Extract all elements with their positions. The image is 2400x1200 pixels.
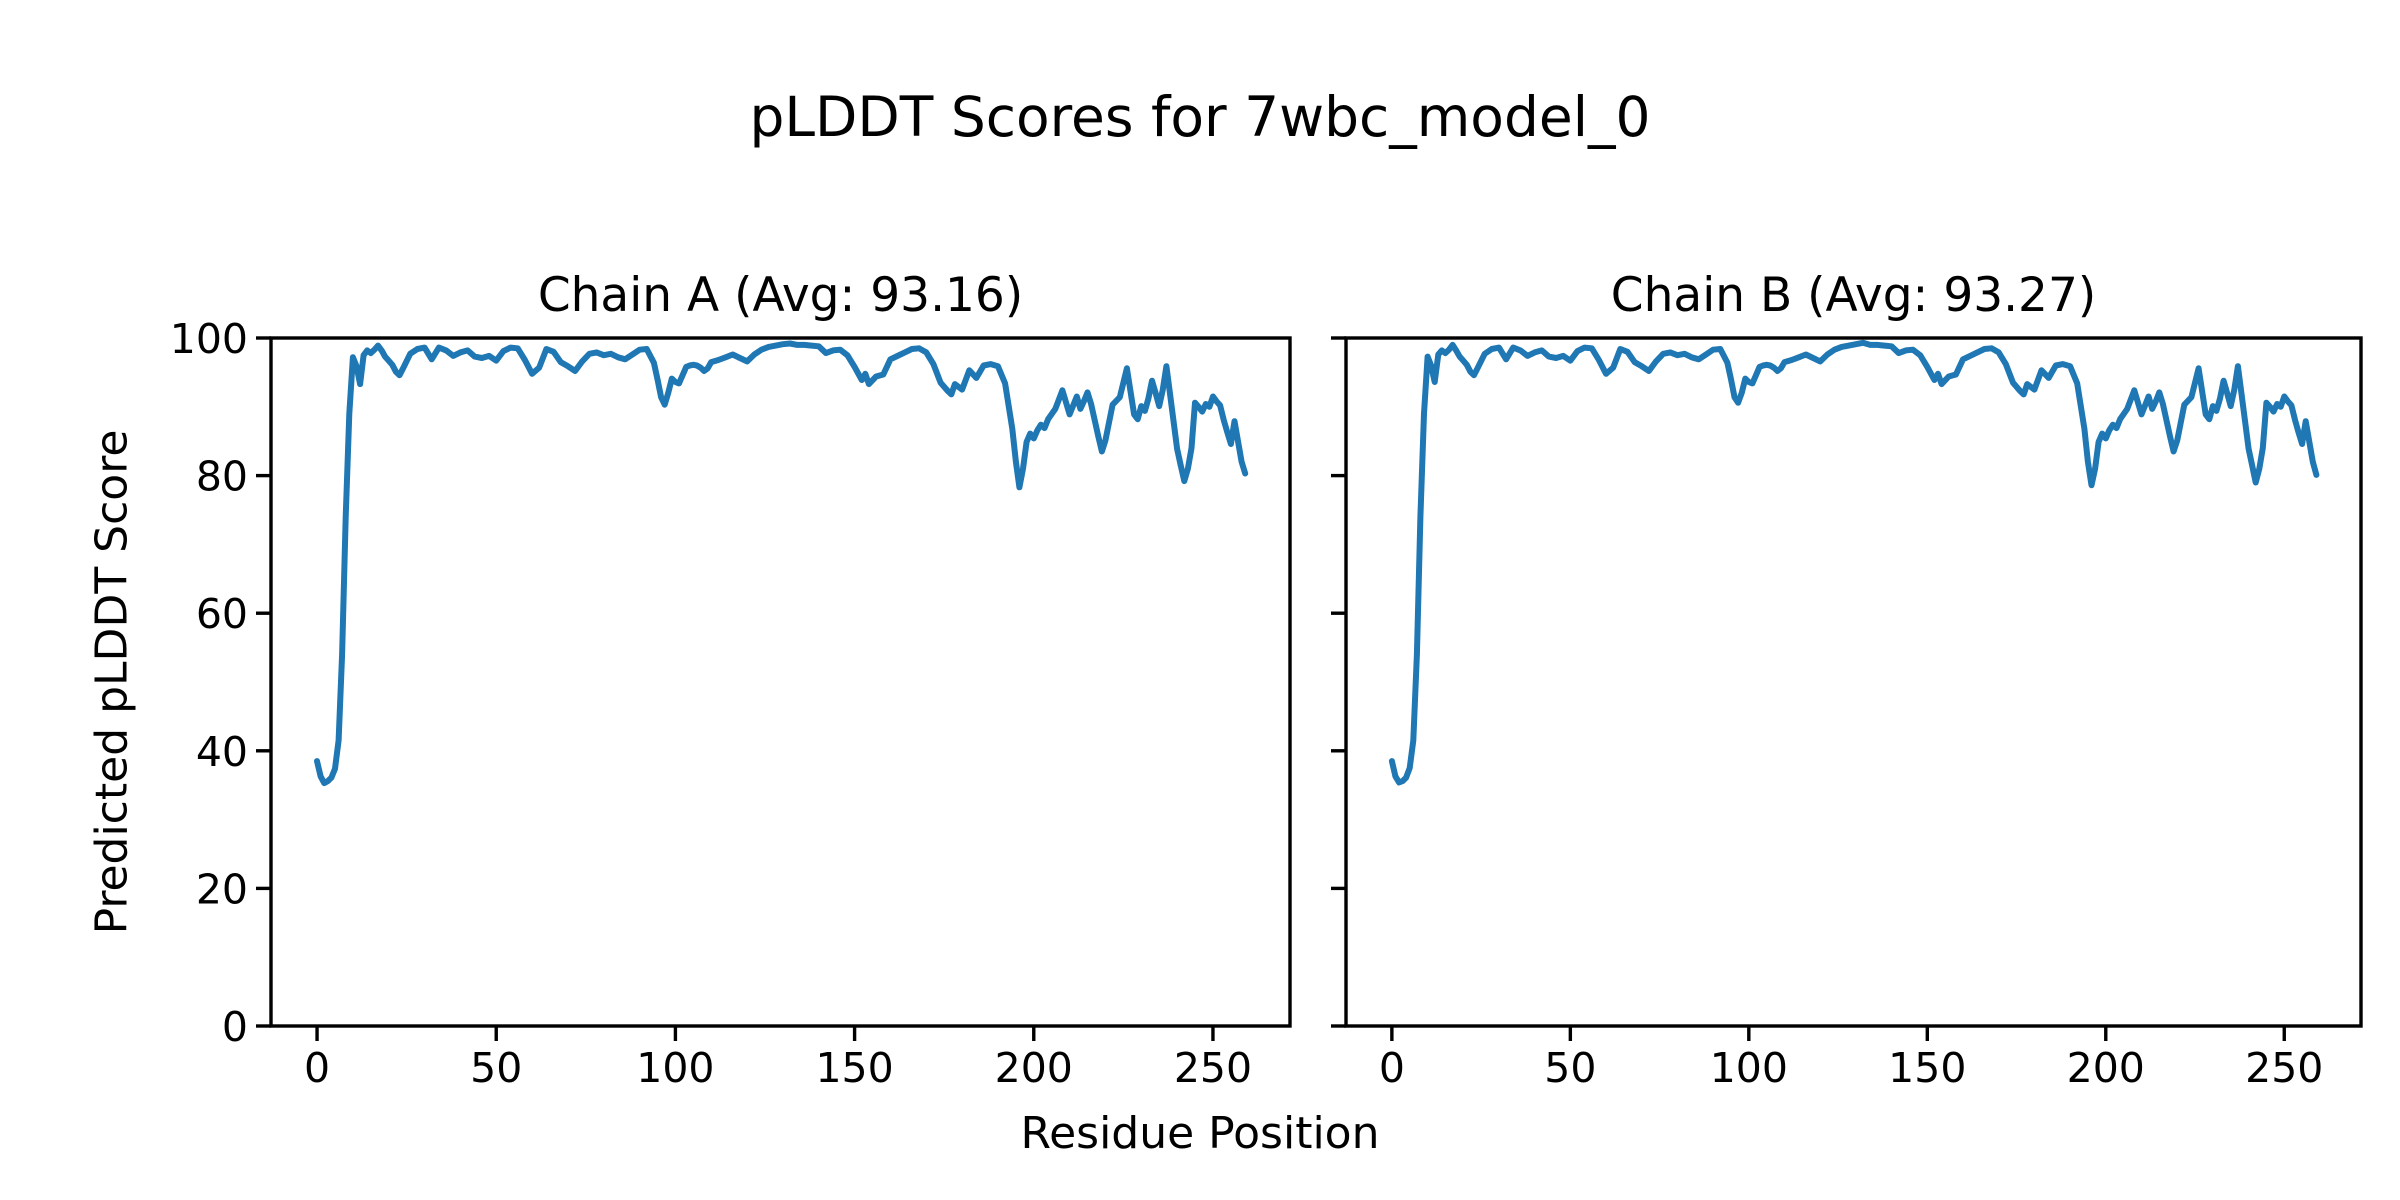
x-tick-label: 200: [2067, 1044, 2145, 1092]
subplot-chain-a: 0 50 100 150 200 250 0 20 40 60 80 100: [170, 315, 1292, 1092]
y-tick-label: 40: [196, 728, 248, 776]
y-tick-label: 20: [196, 865, 248, 913]
x-tick-label: 150: [815, 1044, 893, 1092]
plot-spines: [269, 336, 1292, 1028]
x-tick-label: 150: [1888, 1044, 1966, 1092]
x-tick-label: 100: [636, 1044, 714, 1092]
subplot-title-chain-a: Chain A (Avg: 93.16): [537, 268, 1024, 323]
plddt-line-chain-a: [314, 340, 1249, 787]
x-tick-label: 250: [1174, 1044, 1252, 1092]
y-tick-label: 80: [196, 453, 248, 501]
x-tick-label: 100: [1710, 1044, 1788, 1092]
plot-spines: [1344, 336, 2363, 1028]
y-tick-label: 100: [170, 315, 248, 363]
subplot-title-chain-b: Chain B (Avg: 93.27): [1610, 268, 2097, 323]
x-tick-label: 0: [304, 1044, 330, 1092]
y-tick-label: 0: [222, 1003, 248, 1051]
y-tick-label: 60: [196, 590, 248, 638]
subplot-chain-b: 0 50 100 150 200 250: [1331, 336, 2363, 1092]
y-axis-label: Predicted pLDDT Score: [86, 429, 138, 935]
x-tick-label: 50: [1544, 1044, 1596, 1092]
x-tick-label: 0: [1379, 1044, 1405, 1092]
x-tick-label: 200: [995, 1044, 1073, 1092]
figure-title: pLDDT Scores for 7wbc_model_0: [749, 85, 1651, 149]
x-tick-label: 50: [470, 1044, 522, 1092]
x-tick-label: 250: [2245, 1044, 2323, 1092]
plddt-line-chain-b: [1388, 339, 2320, 786]
x-axis-label: Residue Position: [1020, 1108, 1380, 1159]
